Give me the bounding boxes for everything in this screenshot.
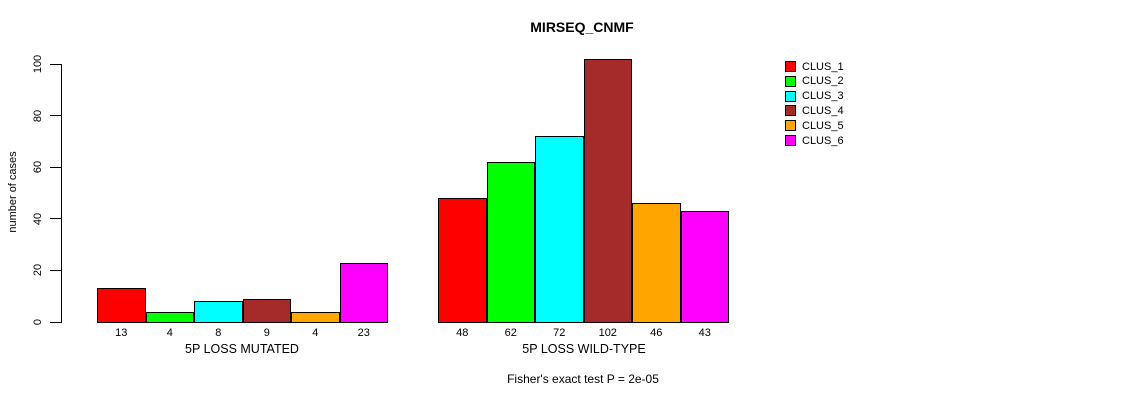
y-axis-tick — [50, 269, 62, 271]
legend-item-clus_2: CLUS_2 — [785, 75, 844, 88]
bar-value-label: 48 — [456, 327, 469, 339]
bar-value-label: 43 — [698, 327, 711, 339]
bar-value-label: 62 — [504, 327, 517, 339]
group-label-5p-loss-wild-type: 5P LOSS WILD-TYPE — [522, 342, 646, 356]
bar-value-label: 9 — [263, 327, 270, 339]
legend-label-clus_6: CLUS_6 — [802, 134, 844, 147]
y-axis-tick-label: 100 — [32, 54, 44, 74]
bar-clus_3 — [535, 136, 584, 323]
legend-swatch-clus_1 — [785, 61, 796, 72]
y-axis-label: number of cases — [7, 151, 19, 233]
bar-clus_1 — [438, 198, 487, 323]
bar-clus_5 — [632, 203, 681, 323]
bar-value-label: 23 — [357, 327, 370, 339]
legend-label-clus_5: CLUS_5 — [802, 119, 844, 132]
y-axis-tick — [50, 115, 62, 117]
bar-clus_4 — [583, 58, 632, 323]
y-axis-tick-label: 80 — [32, 109, 44, 122]
y-axis-tick-label: 40 — [32, 212, 44, 225]
bar-clus_2 — [145, 311, 194, 323]
bar-value-label: 8 — [215, 327, 222, 339]
y-axis-tick — [50, 166, 62, 168]
bar-clus_2 — [486, 162, 535, 323]
bar-clus_4 — [242, 298, 291, 323]
legend-swatch-clus_2 — [785, 75, 796, 87]
legend-swatch-clus_3 — [785, 90, 796, 102]
bar-clus_1 — [97, 288, 146, 323]
bar-value-label: 46 — [650, 327, 663, 339]
y-axis-tick-label: 0 — [32, 318, 44, 326]
y-axis-tick — [50, 321, 62, 323]
bar-value-label: 4 — [166, 327, 173, 339]
legend-label-clus_3: CLUS_3 — [802, 90, 844, 103]
legend-item-clus_4: CLUS_4 — [785, 104, 844, 117]
legend-item-clus_3: CLUS_3 — [785, 90, 844, 103]
bar-value-label: 72 — [553, 327, 566, 339]
bar-clus_3 — [194, 301, 243, 323]
legend-label-clus_2: CLUS_2 — [802, 75, 844, 88]
chart-title: MIRSEQ_CNMF — [530, 19, 634, 35]
bar-clus_6 — [339, 262, 388, 323]
group-label-5p-loss-mutated: 5P LOSS MUTATED — [185, 342, 299, 356]
legend-swatch-clus_4 — [785, 105, 796, 117]
y-axis-line — [61, 64, 62, 322]
y-axis-tick-label: 20 — [32, 264, 44, 277]
bar-clus_5 — [291, 311, 340, 323]
legend-label-clus_4: CLUS_4 — [802, 104, 844, 117]
legend-item-clus_5: CLUS_5 — [785, 119, 844, 132]
bar-value-label: 13 — [115, 327, 128, 339]
bar-clus_6 — [680, 211, 729, 323]
fisher-test-annotation: Fisher's exact test P = 2e-05 — [507, 372, 659, 386]
bar-value-label: 102 — [598, 327, 617, 339]
y-axis-tick — [50, 63, 62, 65]
legend-item-clus_1: CLUS_1 — [785, 60, 844, 73]
bar-value-label: 4 — [312, 327, 319, 339]
legend-item-clus_6: CLUS_6 — [785, 134, 844, 147]
y-axis-tick — [50, 218, 62, 220]
legend-label-clus_1: CLUS_1 — [802, 60, 844, 73]
y-axis-tick-label: 60 — [32, 161, 44, 174]
legend-swatch-clus_6 — [785, 135, 796, 146]
legend-swatch-clus_5 — [785, 120, 796, 132]
